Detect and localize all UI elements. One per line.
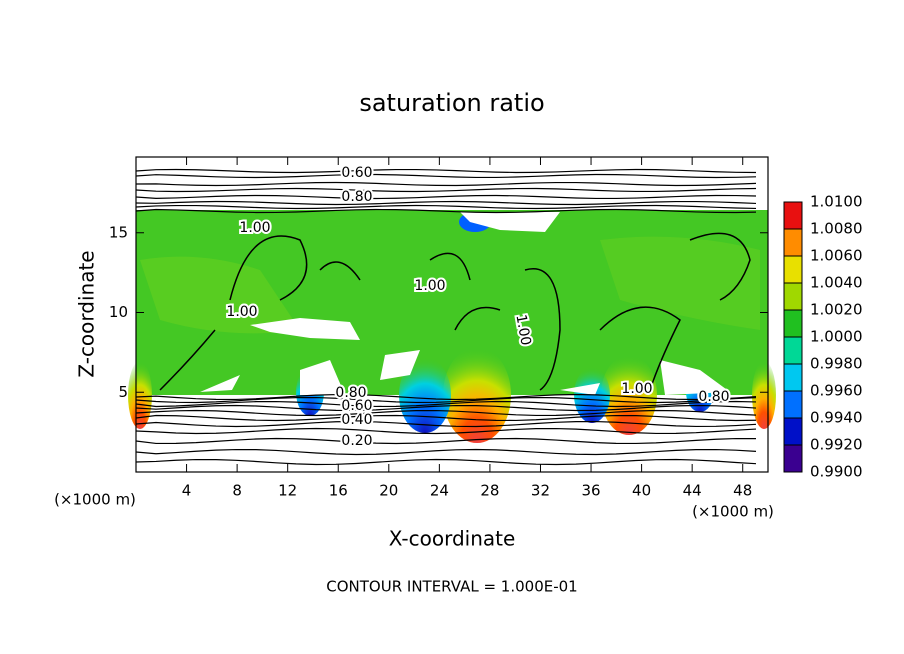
x-tick-label: 36 (581, 482, 600, 500)
contour-label: 1.00 (621, 381, 652, 397)
y-axis-label: Z-coordinate (75, 250, 99, 377)
plot-frame (135, 156, 769, 473)
colorbar-band (784, 364, 802, 391)
y-tick-label: 15 (109, 223, 128, 241)
x-tick-label: 8 (232, 482, 242, 500)
x-tick-label: 28 (480, 482, 499, 500)
colorbar-tick-label: 0.9980 (810, 355, 863, 373)
colorbar-tick-label: 1.0060 (810, 247, 863, 265)
contour-line (135, 437, 757, 445)
colorbar-band (784, 337, 802, 364)
contour-line (135, 187, 757, 193)
contour-label: 1.00 (239, 220, 270, 236)
contour-line (135, 404, 757, 412)
x-tick-label: 40 (632, 482, 651, 500)
colorbar-band (784, 283, 802, 310)
contour-line (135, 204, 757, 210)
contour-label: 0.80 (341, 189, 372, 205)
contour-label: 0.60 (341, 165, 372, 181)
contour-label: 1.00 (414, 278, 445, 294)
colorbar-tick-label: 1.0020 (810, 301, 863, 319)
colorbar-tick-label: 0.9960 (810, 382, 863, 400)
contour-line (135, 168, 757, 174)
colorbar-tick-label: 1.0100 (810, 193, 863, 211)
contour-line (135, 173, 757, 179)
x-tick-label: 20 (379, 482, 398, 500)
x-tick-label: 12 (278, 482, 297, 500)
colorbar-band (784, 202, 802, 229)
contour-label: 1.00 (226, 304, 257, 320)
colorbar-tick-label: 1.0000 (810, 328, 863, 346)
contour-line (135, 208, 757, 214)
colorbar-band (784, 391, 802, 418)
contour-lines (135, 168, 757, 466)
contour-line (135, 181, 757, 187)
contour-line (135, 393, 757, 401)
colorbar-tick-label: 0.9900 (810, 463, 863, 481)
field (128, 210, 776, 443)
colorbar-band (784, 310, 802, 337)
x-tick-label: 44 (683, 482, 702, 500)
x-tick-label: 32 (531, 482, 550, 500)
x-tick-label: 48 (733, 482, 752, 500)
y-tick-label: 5 (118, 383, 128, 401)
contour-line (135, 448, 757, 456)
chart-title: saturation ratio (359, 89, 544, 117)
contour-label: 0.40 (341, 412, 372, 428)
contour-line (135, 427, 757, 435)
contour-line (135, 420, 757, 428)
colorbar-band (784, 445, 802, 472)
colorbar-tick-label: 1.0040 (810, 274, 863, 292)
x-tick-label: 4 (182, 482, 192, 500)
x-axis-label: X-coordinate (389, 527, 516, 551)
x-unit-label: (×1000 m) (692, 503, 774, 521)
colorbar-band (784, 229, 802, 256)
contour-label: 0.80 (698, 389, 729, 405)
x-tick-label: 16 (329, 482, 348, 500)
colorbar-tick-label: 0.9940 (810, 409, 863, 427)
y-tick-label: 10 (109, 303, 128, 321)
x-unit-label: (×1000 m) (54, 491, 136, 509)
contour-line (135, 409, 757, 417)
contour-label: 0.20 (341, 433, 372, 449)
contour-label: 0.60 (341, 398, 372, 414)
contour-line (135, 458, 757, 466)
contour-line (135, 414, 757, 422)
contour-line (135, 396, 757, 404)
contour-line (135, 200, 757, 206)
colorbar-tick-label: 0.9920 (810, 436, 863, 454)
colorbar-tick-label: 1.0080 (810, 220, 863, 238)
x-tick-label: 24 (430, 482, 449, 500)
contour-line (135, 194, 757, 200)
contour-line (135, 400, 757, 408)
colorbar-band (784, 418, 802, 445)
contour-label: 0.80 (335, 385, 366, 401)
footer: CONTOUR INTERVAL = 1.000E-01 (326, 578, 577, 596)
colorbar-band (784, 256, 802, 283)
